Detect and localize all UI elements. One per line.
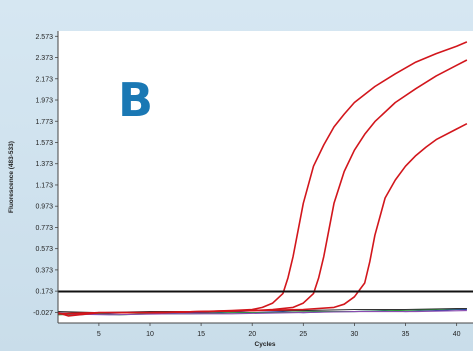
x-tick-label: 30 [351, 331, 359, 338]
y-tick-label: 1.373 [35, 161, 53, 168]
plot-area [58, 31, 473, 323]
x-axis-title: Cycles [255, 341, 276, 348]
y-tick-label: 1.973 [35, 98, 53, 105]
y-tick-label: 1.573 [35, 140, 53, 147]
x-tick-label: 5 [97, 331, 101, 338]
y-tick-label: 0.773 [35, 225, 53, 232]
y-tick-label: 0.173 [35, 289, 53, 296]
y-tick-label: 1.173 [35, 182, 53, 189]
x-tick-label: 25 [299, 331, 307, 338]
y-tick-label: -0.027 [33, 310, 53, 317]
y-tick-label: 1.773 [35, 119, 53, 126]
y-tick-label: 0.573 [35, 246, 53, 253]
x-tick-label: 10 [146, 331, 154, 338]
x-tick-label: 15 [197, 331, 205, 338]
x-tick-label: 40 [453, 331, 461, 338]
x-tick-label: 35 [402, 331, 410, 338]
y-tick-label: 2.173 [35, 76, 53, 83]
series-line-7 [57, 310, 467, 316]
y-tick-label: 0.373 [35, 267, 53, 274]
y-axis-title: Fluorescence (483-533) [8, 141, 15, 213]
x-tick-label: 20 [248, 331, 256, 338]
y-tick-label: 0.973 [35, 204, 53, 211]
series-line-3 [57, 122, 468, 315]
panel-letter: B [118, 73, 153, 127]
y-tick-label: 2.573 [35, 34, 53, 41]
y-tick-label: 2.373 [35, 55, 53, 62]
